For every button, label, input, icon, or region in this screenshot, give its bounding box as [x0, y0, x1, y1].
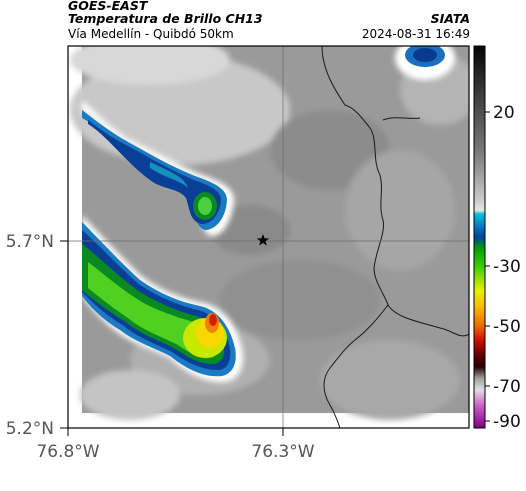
star-icon	[256, 234, 270, 246]
lat-tick-label: 5.2°N	[6, 419, 54, 439]
datetime-label: 2024-08-31 16:49	[361, 27, 470, 41]
colorbar-tick-label: -90	[493, 412, 521, 432]
product-title: Temperatura de Brillo CH13	[68, 11, 263, 26]
colorbar-tick-label: 20	[493, 103, 515, 123]
colorbar	[473, 45, 486, 429]
lon-tick-label: 76.3°W	[251, 442, 314, 462]
agency-label: SIATA	[430, 11, 470, 26]
satellite-title: GOES-EAST	[68, 0, 148, 13]
map-frame	[67, 45, 470, 429]
colorbar-tick-label: -70	[493, 377, 521, 397]
colorbar-tick-label: -30	[493, 257, 521, 277]
lat-tick-label: 5.7°N	[6, 232, 54, 252]
route-subtitle: Vía Medellín - Quibdó 50km	[68, 27, 234, 41]
colorbar-tick-label: -50	[493, 317, 521, 337]
lon-tick-label: 76.8°W	[36, 442, 99, 462]
